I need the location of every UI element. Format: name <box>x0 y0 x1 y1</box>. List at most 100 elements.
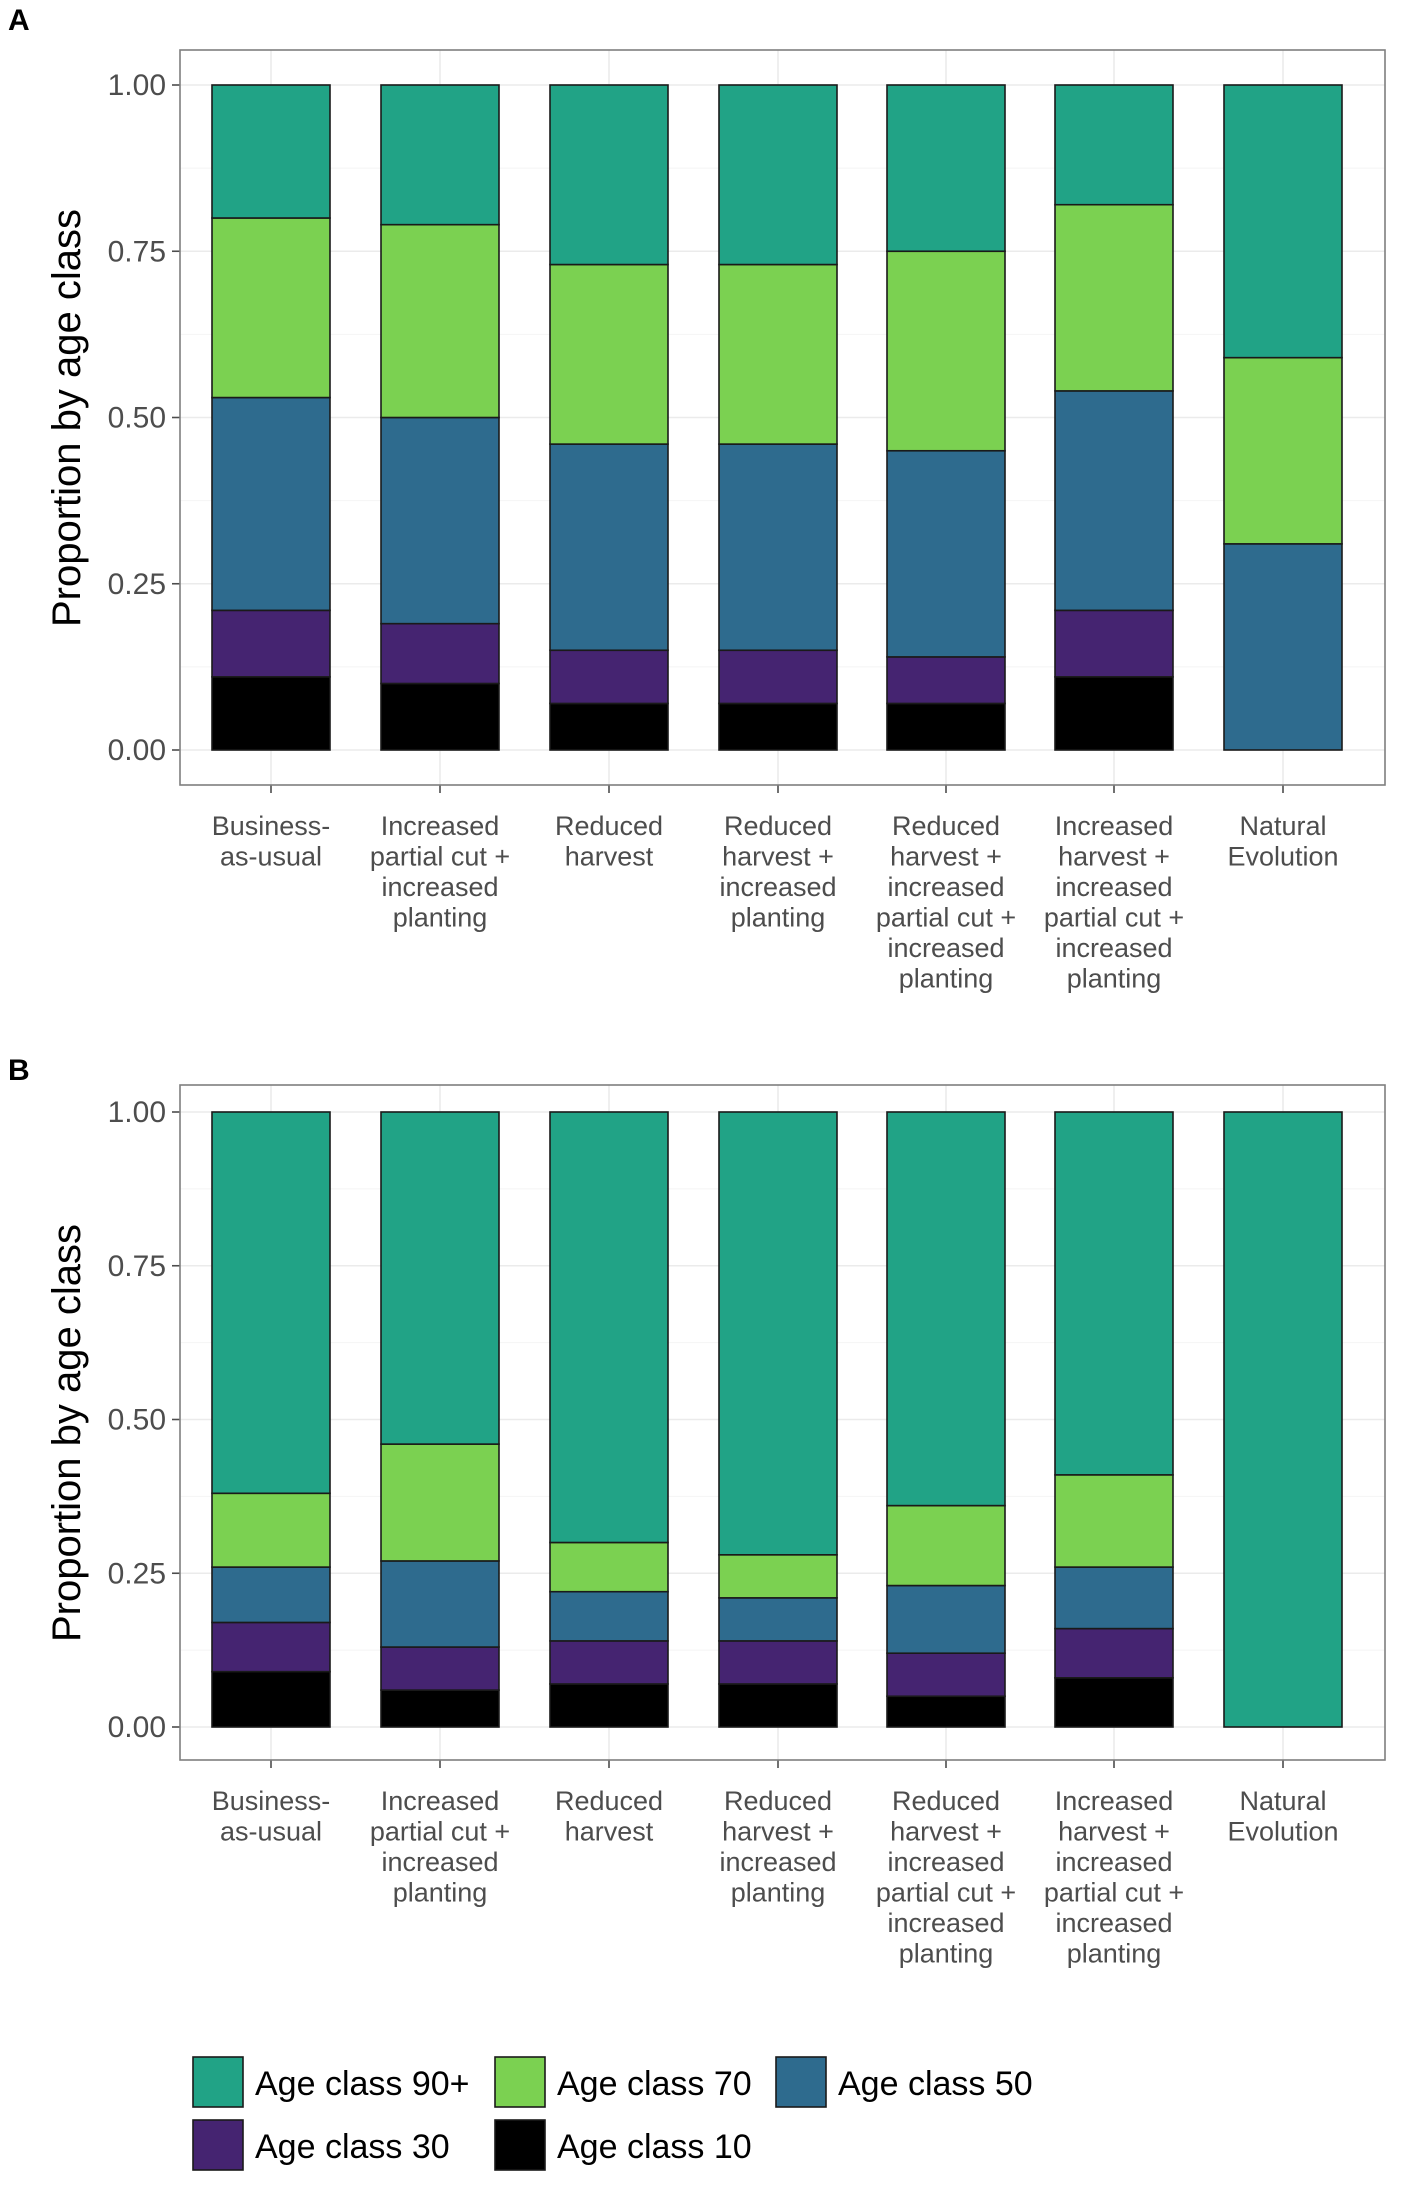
category-label-line: harvest <box>565 842 654 872</box>
panel-a-bar-age-class-10-cat-1 <box>211 676 331 751</box>
category-label-line: Evolution <box>1227 842 1338 872</box>
panel-b-bar-age-class-90-cat-1 <box>211 1111 331 1495</box>
category-label-line: increased <box>381 872 498 902</box>
panel-a-bar-age-class-50-cat-3 <box>549 443 669 652</box>
panel-b-bar-age-class-30-cat-6 <box>1054 1627 1174 1679</box>
category-label-line: Reduced <box>555 1786 663 1816</box>
panel-label-a: A <box>8 4 30 37</box>
panel-b-category-label-6: Increased harvest + increased partial cut +… <box>1044 1786 1184 1969</box>
panel-b-bar-age-class-90-cat-3 <box>549 1111 669 1544</box>
panel-a-bar-age-class-10-cat-6 <box>1054 676 1174 751</box>
panel-a-bar-age-class-30-cat-3 <box>549 649 669 705</box>
category-label-line: partial cut + <box>876 1878 1016 1908</box>
panel-a-bar-age-class-70-cat-7 <box>1223 356 1343 545</box>
panel-a-y-tick-label: 0.00 <box>108 734 166 767</box>
panel-a-category-label-7: Natural Evolution <box>1227 811 1338 872</box>
category-label-line: planting <box>1067 1939 1162 1969</box>
panel-b-bar-age-class-90-cat-6 <box>1054 1111 1174 1476</box>
category-label-line: partial cut + <box>370 842 510 872</box>
panel-b-bar-age-class-50-cat-1 <box>211 1566 331 1624</box>
panel-b-bar-age-class-30-cat-1 <box>211 1621 331 1673</box>
category-label-line: as-usual <box>220 1817 322 1847</box>
panel-b-bar-age-class-10-cat-1 <box>211 1670 331 1728</box>
legend-key-age-70 <box>494 2056 546 2108</box>
panel-a-y-axis-title: Proportion by age class <box>45 209 89 627</box>
category-label-line: harvest + <box>722 1817 834 1847</box>
category-label-line: Business- <box>212 811 331 841</box>
panel-a-bar-age-class-90-cat-1 <box>211 84 331 219</box>
panel-a-bar-age-class-50-cat-6 <box>1054 390 1174 612</box>
panel-a-bar-age-class-30-cat-1 <box>211 609 331 678</box>
panel-a-y-tick-label: 0.25 <box>108 568 166 601</box>
panel-b-bar-age-class-90-cat-7 <box>1223 1111 1343 1728</box>
category-label-line: increased <box>1055 933 1172 963</box>
category-label-line: Increased <box>381 1786 500 1816</box>
category-label-line: harvest + <box>1058 1817 1170 1847</box>
category-label-line: partial cut + <box>1044 903 1184 933</box>
panel-b-bar-age-class-70-cat-2 <box>380 1443 500 1562</box>
panel-a-border <box>179 49 1386 786</box>
panel-a-bar-age-class-90-cat-4 <box>718 84 838 266</box>
legend-label-age-70: Age class 70 <box>557 2065 752 2103</box>
panel-b-bar-age-class-70-cat-4 <box>718 1554 838 1599</box>
panel-b-plot: 0.00 0.25 0.50 0.75 1.00 Business-as-usual Inc… <box>108 1084 1386 1969</box>
panel-b-bar-age-class-50-cat-4 <box>718 1597 838 1642</box>
panel-a-bar-age-class-10-cat-4 <box>718 702 838 751</box>
legend-key-age-50 <box>775 2056 827 2108</box>
panel-a-plot: 0.00 0.25 0.50 0.75 1.00 Business-as-usual Inc… <box>108 49 1386 994</box>
panel-a-bar-age-class-30-cat-2 <box>380 622 500 685</box>
panel-a-bar-age-class-10-cat-2 <box>380 682 500 751</box>
panel-b-y-tick-label: 1.00 <box>108 1096 166 1129</box>
panel-b-category-label-7: Natural Evolution <box>1227 1786 1338 1847</box>
panel-b-bar-age-class-70-cat-5 <box>886 1504 1006 1587</box>
category-label-line: Increased <box>1055 1786 1174 1816</box>
panel-b-bar-age-class-10-cat-2 <box>380 1689 500 1728</box>
panel-b-category-label-3: Reduced harvest <box>555 1786 663 1847</box>
category-label-line: Increased <box>1055 811 1174 841</box>
category-label-line: Natural <box>1239 811 1326 841</box>
panel-b-bar-age-class-70-cat-6 <box>1054 1474 1174 1568</box>
category-label-line: planting <box>731 1878 826 1908</box>
panel-a-bar-age-class-90-cat-6 <box>1054 84 1174 206</box>
category-label-line: planting <box>1067 964 1162 994</box>
panel-a-y-tick-label: 1.00 <box>108 69 166 102</box>
category-label-line: Evolution <box>1227 1817 1338 1847</box>
panel-a-bar-age-class-90-cat-5 <box>886 84 1006 253</box>
panel-a-bar-age-class-70-cat-6 <box>1054 203 1174 392</box>
category-label-line: planting <box>899 1939 994 1969</box>
panel-b-y-tick-label: 0.25 <box>108 1557 166 1590</box>
panel-b-border <box>179 1084 1386 1761</box>
panel-b-bar-age-class-30-cat-4 <box>718 1640 838 1685</box>
panel-b-bar-age-class-10-cat-3 <box>549 1683 669 1728</box>
panel-b-bar-age-class-10-cat-5 <box>886 1695 1006 1728</box>
panel-a-bar-age-class-90-cat-7 <box>1223 84 1343 359</box>
panel-a-category-label-2: Increased partial cut + increased planting <box>370 811 510 933</box>
category-label-line: increased <box>887 872 1004 902</box>
legend-label-age-10: Age class 10 <box>557 2128 752 2166</box>
panel-b-bar-age-class-30-cat-5 <box>886 1652 1006 1698</box>
category-label-line: increased <box>1055 1908 1172 1938</box>
panel-b-bar-age-class-90-cat-2 <box>380 1111 500 1445</box>
category-label-line: planting <box>731 903 826 933</box>
panel-a-bar-age-class-90-cat-2 <box>380 84 500 226</box>
category-label-line: harvest + <box>890 842 1002 872</box>
panel-b-y-tick-label: 0.00 <box>108 1711 166 1744</box>
panel-b-y-tick-label: 0.50 <box>108 1404 166 1437</box>
legend-label-age-30: Age class 30 <box>255 2128 450 2166</box>
panel-b-bar-age-class-30-cat-2 <box>380 1646 500 1691</box>
category-label-line: increased <box>1055 1847 1172 1877</box>
panel-b-bar-age-class-50-cat-2 <box>380 1560 500 1648</box>
panel-a-bar-age-class-30-cat-6 <box>1054 609 1174 678</box>
panel-a-category-label-5: Reduced harvest + increased partial cut + in… <box>876 811 1016 994</box>
legend-key-age-90 <box>192 2056 244 2108</box>
category-label-line: increased <box>719 872 836 902</box>
category-label-line: planting <box>899 964 994 994</box>
category-label-line: Natural <box>1239 1786 1326 1816</box>
panel-a-bar-age-class-50-cat-4 <box>718 443 838 652</box>
panel-a-bar-age-class-10-cat-3 <box>549 702 669 751</box>
category-label-line: as-usual <box>220 842 322 872</box>
panel-a-bar-age-class-50-cat-1 <box>211 396 331 612</box>
category-label-line: increased <box>1055 872 1172 902</box>
panel-a-category-label-6: Increased harvest + increased partial cut +… <box>1044 811 1184 994</box>
category-label-line: planting <box>393 1878 488 1908</box>
